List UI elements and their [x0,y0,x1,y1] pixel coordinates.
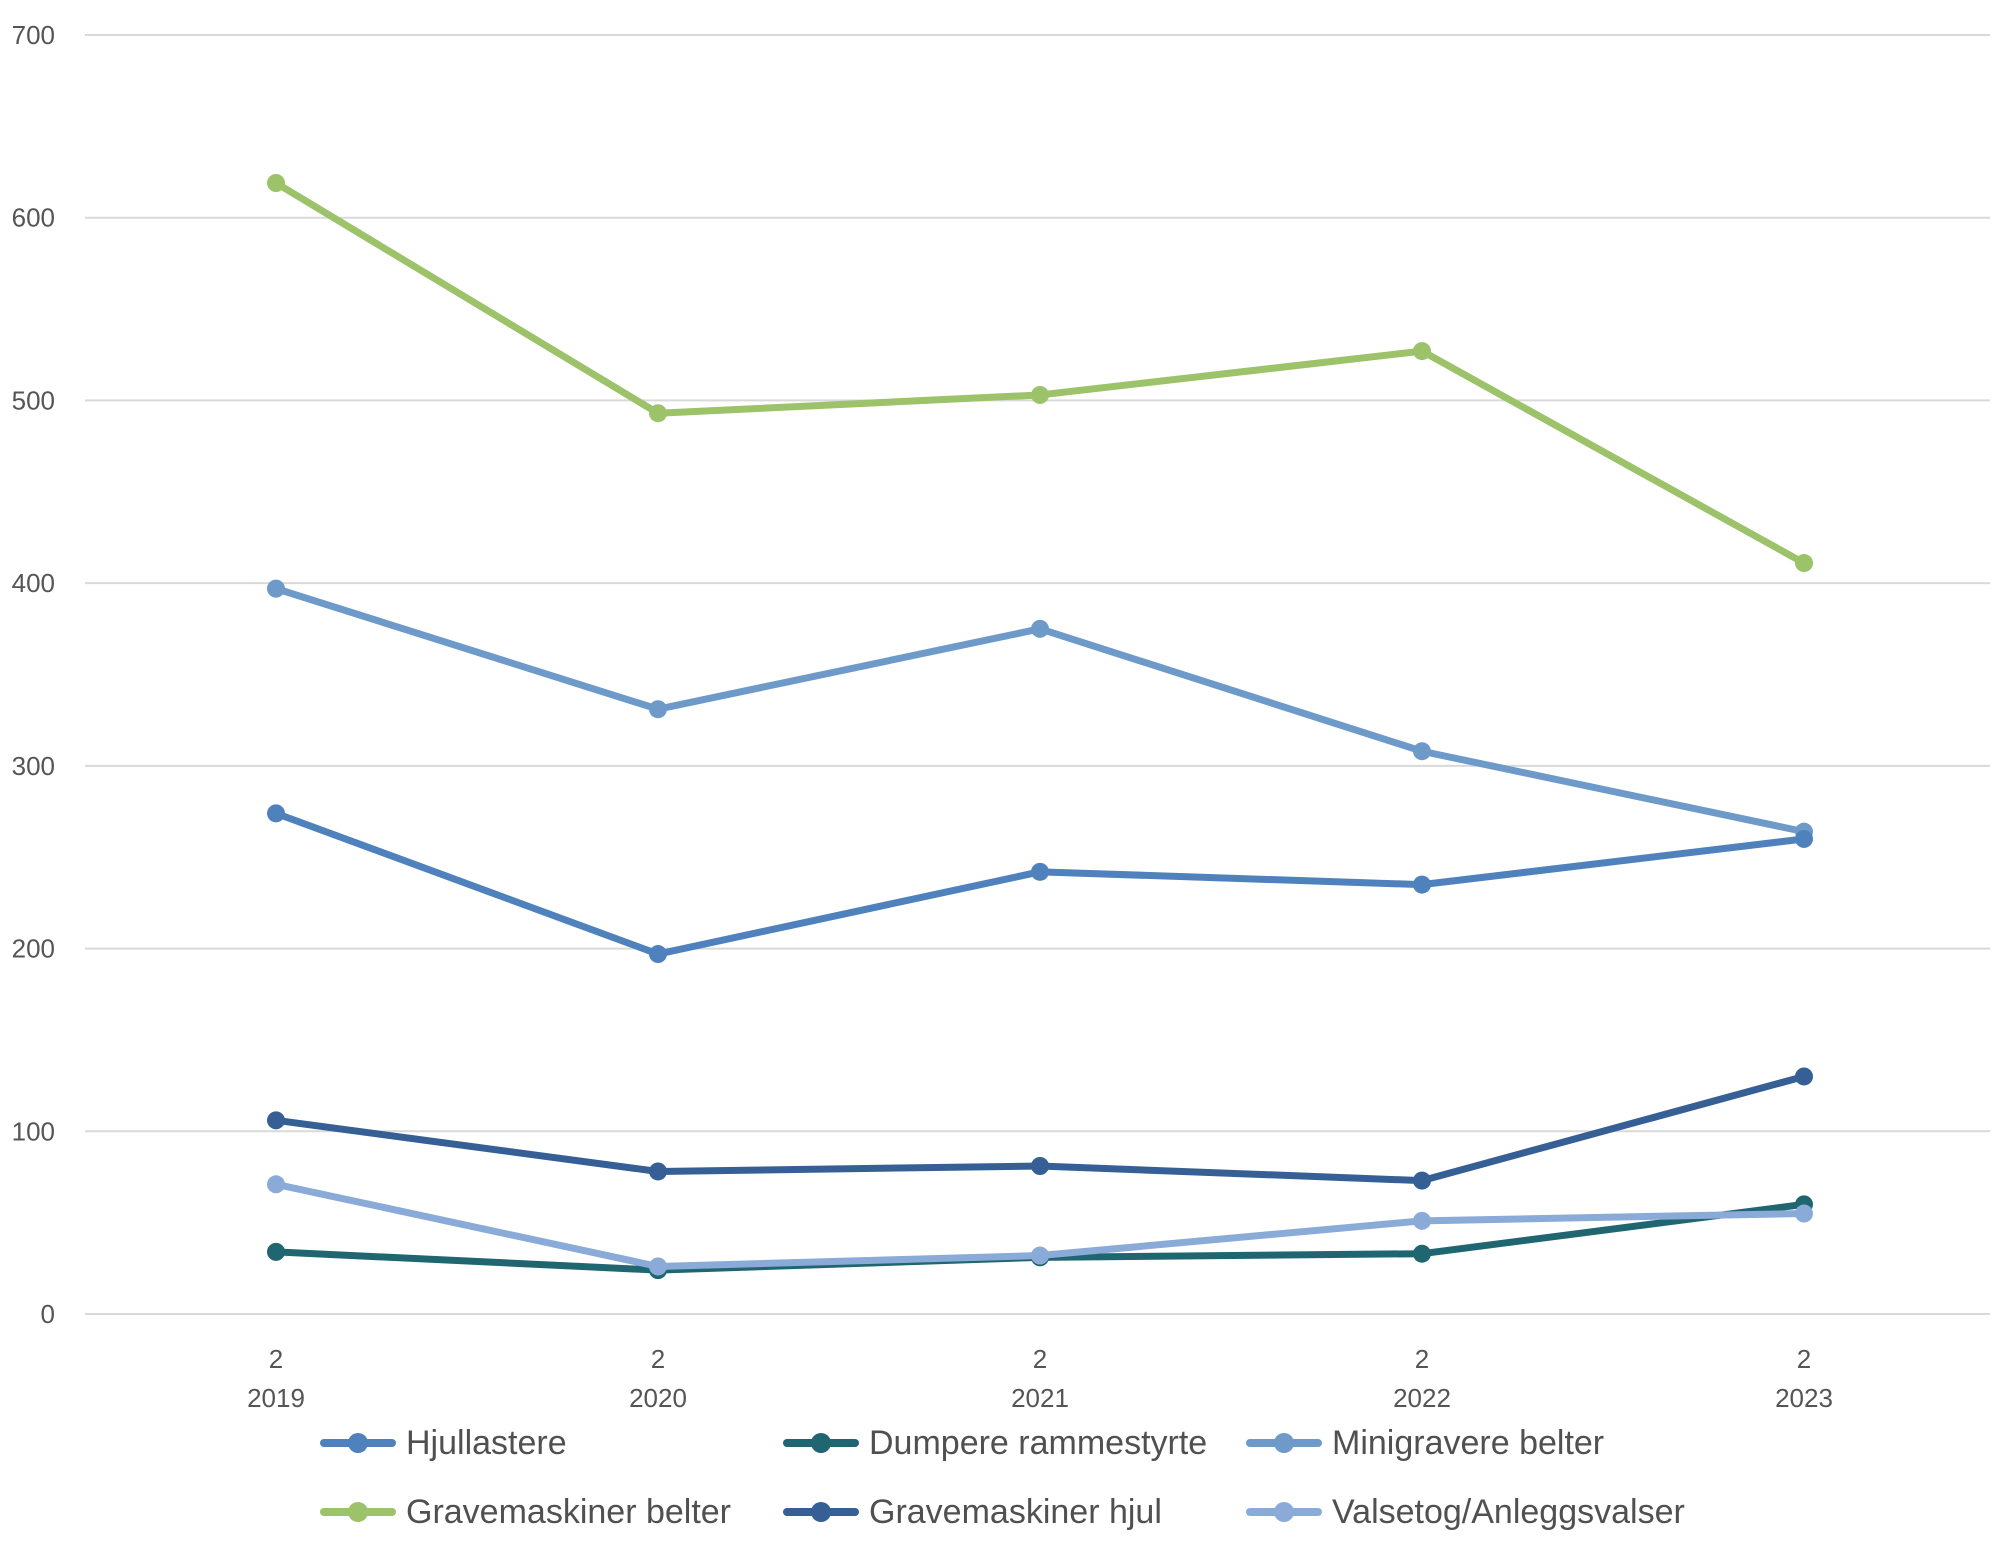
x-tick-label-year: 2023 [1775,1383,1833,1413]
series-line [272,179,1808,567]
y-tick-label: 700 [12,20,55,50]
data-point [267,173,285,192]
legend-label: Hjullastere [406,1423,567,1462]
data-point [1031,1157,1049,1176]
legend-label: Valsetog/Anleggsvalser [1332,1492,1685,1531]
legend-swatch [1246,1487,1322,1537]
x-tick-label-top: 2 [1033,1344,1047,1374]
data-point [1031,862,1049,881]
legend-item: Gravemaskiner hjul [783,1487,1162,1537]
legend-label: Minigravere belter [1332,1423,1605,1462]
chart-legend: Hjullastere Dumpere rammestyrte Minigraver… [320,1418,1720,1558]
legend-item: Valsetog/Anleggsvalser [1246,1487,1685,1537]
legend-swatch [783,1487,859,1537]
legend-item: Hjullastere [320,1418,567,1468]
series-hjullastere [267,804,1813,964]
legend-label: Dumpere rammestyrte [869,1423,1208,1462]
legend-swatch [320,1487,396,1537]
y-tick-label: 100 [12,1116,55,1146]
data-point [267,1175,285,1194]
data-point [649,404,667,423]
data-point [267,579,285,598]
x-tick-label-year: 2021 [1011,1383,1069,1413]
data-point [1031,619,1049,638]
data-point [1031,1246,1049,1265]
legend-label: Gravemaskiner belter [406,1492,732,1531]
data-point [1795,554,1813,573]
y-tick-label: 0 [41,1299,55,1329]
gridlines [85,34,1990,1315]
data-point [649,945,667,964]
x-tick-label-top: 2 [651,1344,665,1374]
legend-item: Dumpere rammestyrte [783,1418,1207,1468]
x-tick-label-year: 2019 [247,1383,305,1413]
data-point [649,1257,667,1276]
series-lines [267,173,1813,1280]
data-point [1031,385,1049,404]
data-point [1413,1244,1431,1263]
data-point [649,700,667,719]
legend-swatch [783,1418,859,1468]
x-tick-label-year: 2020 [629,1383,687,1413]
data-point [1413,1171,1431,1190]
x-tick-label-top: 2 [1797,1344,1811,1374]
x-tick-label-top: 2 [1415,1344,1429,1374]
y-tick-label: 400 [12,568,55,598]
y-tick-label: 600 [12,203,55,233]
y-tick-label: 300 [12,751,55,781]
series-line [272,809,1808,958]
legend-item: Gravemaskiner belter [320,1487,731,1537]
series-gravemaskiner-belter [267,173,1813,573]
y-tick-label: 200 [12,934,55,964]
series-gravemaskiner-hjul [267,1067,1813,1190]
data-point [267,804,285,823]
legend-label: Gravemaskiner hjul [869,1492,1162,1531]
data-point [1413,1211,1431,1230]
series-dumpere-rammestyrte [267,1195,1813,1280]
y-tick-label: 500 [12,385,55,415]
legend-swatch [1246,1418,1322,1468]
data-point [649,1162,667,1181]
data-point [267,1242,285,1261]
data-point [1795,1067,1813,1086]
legend-swatch [320,1418,396,1468]
legend-item: Minigravere belter [1246,1418,1604,1468]
data-point [1413,875,1431,894]
data-point [267,1111,285,1130]
data-point [1413,342,1431,361]
x-axis-tick-labels: 2 2019 2 2020 2 2021 2 2022 2 2023 [247,1344,1833,1413]
data-point [1795,829,1813,848]
data-point [1413,742,1431,761]
series-valsetog-anleggsvalser [267,1175,1813,1276]
data-point [1795,1204,1813,1223]
x-tick-label-year: 2022 [1393,1383,1451,1413]
series-minigravere-belter [267,579,1813,841]
y-axis-tick-labels: 0 100 200 300 400 500 600 700 [12,20,55,1329]
x-tick-label-top: 2 [269,1344,283,1374]
